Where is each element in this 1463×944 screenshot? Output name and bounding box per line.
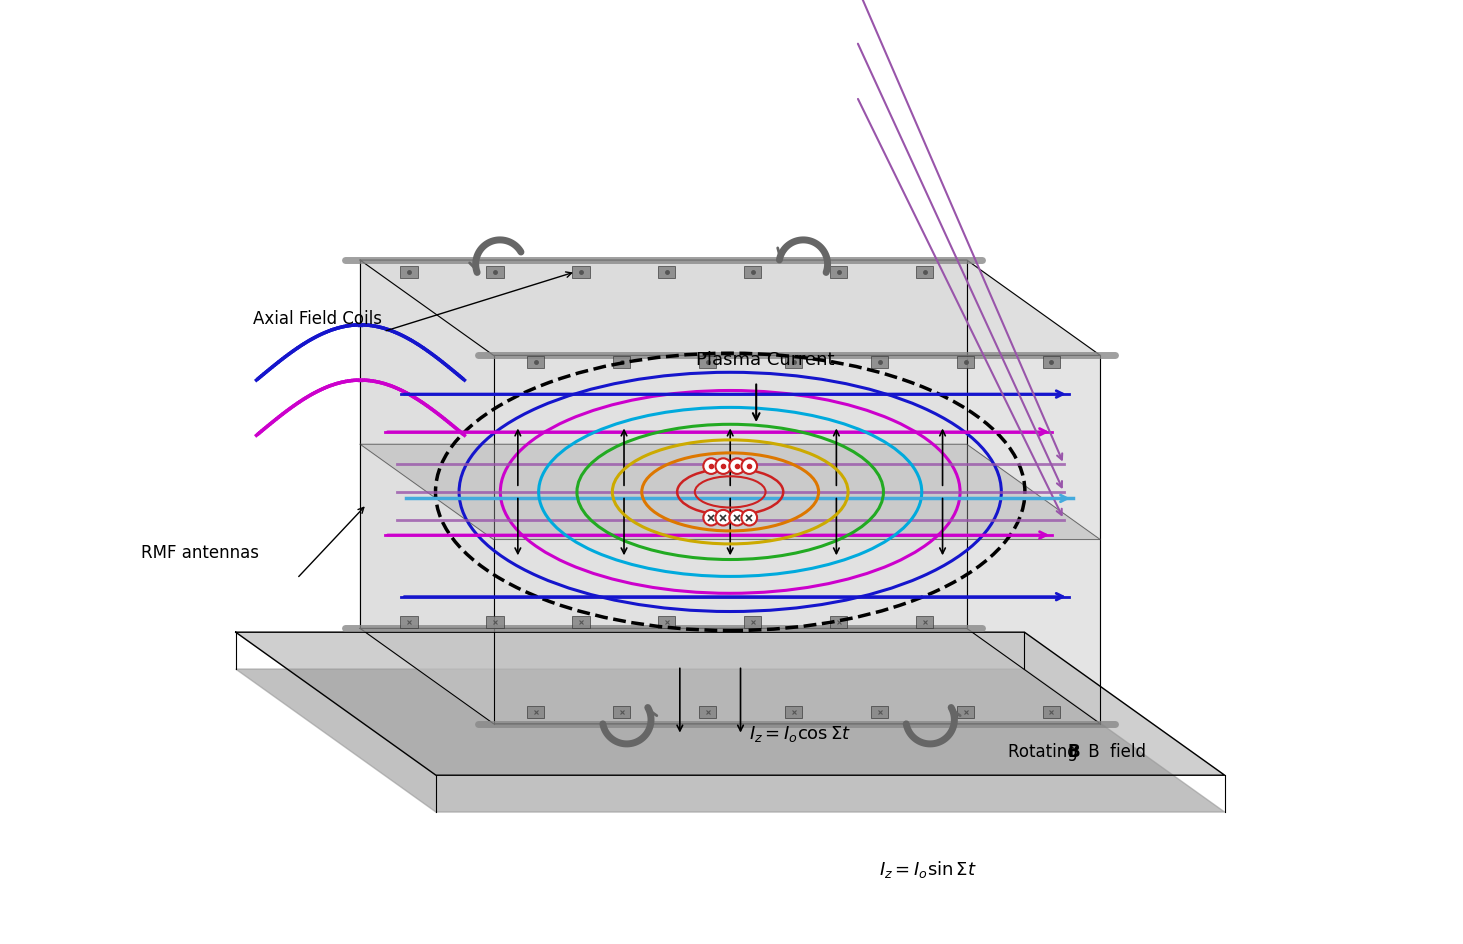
FancyBboxPatch shape (572, 615, 590, 628)
FancyBboxPatch shape (957, 356, 974, 368)
Text: Rotating  B  field: Rotating B field (1008, 743, 1146, 761)
Text: RMF antennas: RMF antennas (140, 544, 259, 562)
Text: B: B (1068, 743, 1080, 761)
Polygon shape (493, 355, 1100, 724)
Text: $I_z = I_o \cos \Sigma t$: $I_z = I_o \cos \Sigma t$ (749, 723, 851, 744)
Circle shape (742, 510, 756, 526)
Circle shape (704, 510, 718, 526)
FancyBboxPatch shape (699, 356, 717, 368)
Polygon shape (360, 445, 1100, 540)
Polygon shape (360, 260, 493, 724)
FancyBboxPatch shape (486, 615, 503, 628)
FancyBboxPatch shape (572, 265, 590, 278)
FancyBboxPatch shape (830, 615, 847, 628)
FancyBboxPatch shape (916, 265, 933, 278)
FancyBboxPatch shape (957, 706, 974, 718)
FancyBboxPatch shape (870, 706, 888, 718)
FancyBboxPatch shape (916, 615, 933, 628)
Polygon shape (236, 669, 1225, 812)
Text: Axial Field Coils: Axial Field Coils (253, 310, 382, 328)
FancyBboxPatch shape (401, 615, 417, 628)
Circle shape (730, 459, 745, 474)
Circle shape (715, 459, 732, 474)
FancyBboxPatch shape (658, 265, 676, 278)
FancyBboxPatch shape (745, 615, 761, 628)
FancyBboxPatch shape (527, 356, 544, 368)
FancyBboxPatch shape (613, 706, 631, 718)
Polygon shape (236, 632, 1225, 775)
Text: $I_z = I_o \sin \Sigma t$: $I_z = I_o \sin \Sigma t$ (879, 859, 977, 880)
Polygon shape (360, 629, 1100, 724)
FancyBboxPatch shape (527, 706, 544, 718)
FancyBboxPatch shape (830, 265, 847, 278)
Circle shape (704, 459, 718, 474)
Circle shape (715, 510, 732, 526)
FancyBboxPatch shape (786, 706, 802, 718)
FancyBboxPatch shape (401, 265, 417, 278)
Polygon shape (360, 260, 1100, 355)
Text: Plasma Current: Plasma Current (695, 350, 834, 368)
FancyBboxPatch shape (870, 356, 888, 368)
FancyBboxPatch shape (658, 615, 676, 628)
FancyBboxPatch shape (486, 265, 503, 278)
Circle shape (742, 459, 756, 474)
Circle shape (730, 510, 745, 526)
Polygon shape (360, 260, 967, 629)
FancyBboxPatch shape (1043, 356, 1061, 368)
FancyBboxPatch shape (613, 356, 631, 368)
Polygon shape (967, 260, 1100, 724)
FancyBboxPatch shape (745, 265, 761, 278)
FancyBboxPatch shape (786, 356, 802, 368)
FancyBboxPatch shape (699, 706, 717, 718)
FancyBboxPatch shape (1043, 706, 1061, 718)
